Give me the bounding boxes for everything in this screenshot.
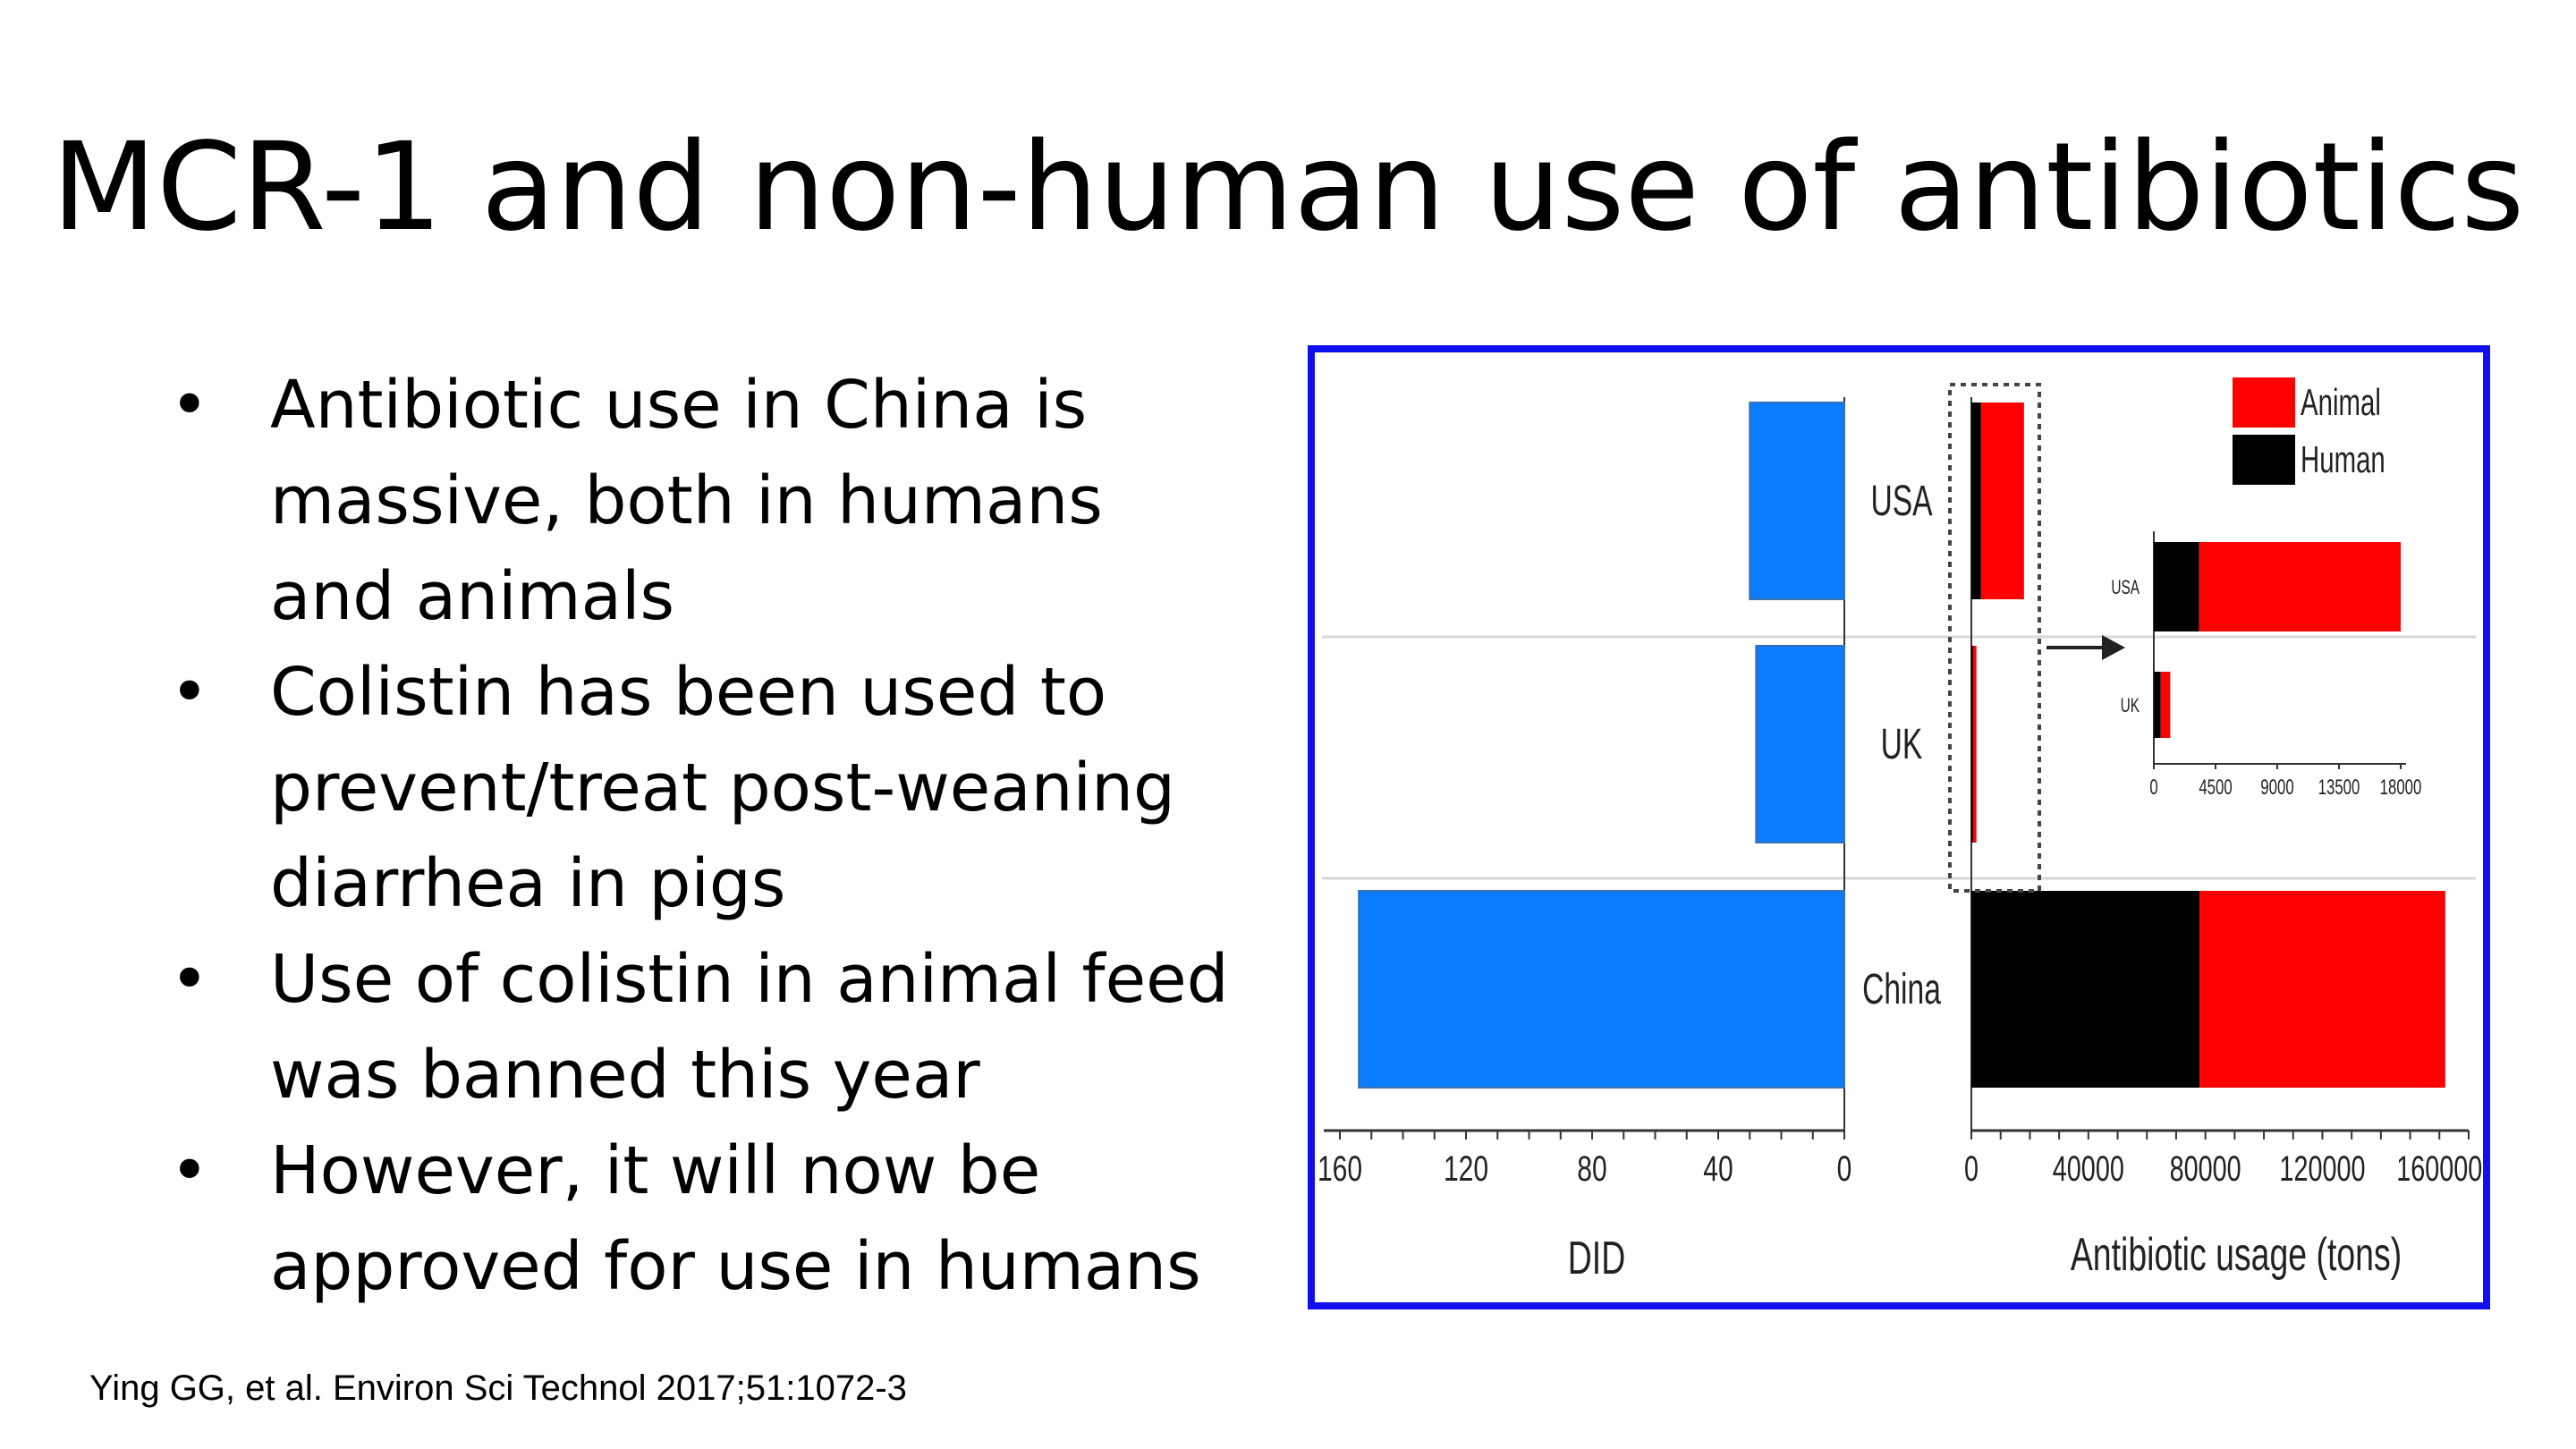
usage-bar-animal xyxy=(1972,646,1977,843)
inset-tick-label: 0 xyxy=(2149,775,2157,800)
did-bar xyxy=(1358,890,1845,1089)
bullet-dot: • xyxy=(170,654,209,731)
did-axis-label: DID xyxy=(1568,1232,1625,1284)
inset-tick-label: 13500 xyxy=(2318,775,2360,800)
did-tick-label: 40 xyxy=(1703,1149,1733,1189)
inset-bar-human xyxy=(2154,542,2199,631)
usage-tick-label: 40000 xyxy=(2053,1148,2124,1189)
usage-tick-label: 120000 xyxy=(2279,1148,2365,1189)
bullet-item: • However, it will now be approved for us… xyxy=(170,1123,1243,1315)
inset-category-label: USA xyxy=(2111,577,2140,598)
usage-tick-label: 160000 xyxy=(2396,1148,2482,1189)
usage-tick-label: 80000 xyxy=(2170,1148,2241,1189)
legend-swatch-animal xyxy=(2233,377,2295,428)
did-tick-label: 80 xyxy=(1577,1149,1606,1189)
did-bar xyxy=(1755,645,1845,843)
did-bar xyxy=(1749,402,1845,600)
usage-bar-human xyxy=(1971,402,1981,599)
inset-bar-animal xyxy=(2199,542,2401,631)
bullet-item: • Colistin has been used to prevent/treat… xyxy=(170,645,1243,932)
bullet-item: • Use of colistin in animal feed was bann… xyxy=(170,932,1243,1123)
inset-tick-label: 9000 xyxy=(2260,775,2293,800)
usage-axis-label: Antibiotic usage (tons) xyxy=(2071,1228,2402,1281)
usage-bar-human xyxy=(1971,891,2200,1088)
bullet-item: • Antibiotic use in China is massive, bot… xyxy=(170,358,1243,645)
category-label: USA xyxy=(1870,476,1932,524)
category-label: UK xyxy=(1881,719,1923,767)
usage-bar-animal xyxy=(1980,402,2024,599)
chart-figure: 160 120 80 40 0 DID USA UK China 0 40000 80000 12000… xyxy=(1308,345,2490,1309)
inset-bar-human xyxy=(2154,672,2161,738)
did-tick-label: 0 xyxy=(1837,1149,1852,1189)
did-tick-label: 160 xyxy=(1318,1149,1362,1189)
bullet-text: Antibiotic use in China is massive, both… xyxy=(270,367,1103,635)
bullet-text: Colistin has been used to prevent/treat … xyxy=(270,654,1175,922)
category-label: China xyxy=(1862,964,1942,1013)
bullet-text: Use of colistin in animal feed was banne… xyxy=(270,941,1229,1114)
slide-title: MCR-1 and non-human use of antibiotics xyxy=(51,117,2525,258)
legend-swatch-human xyxy=(2233,435,2295,485)
zoom-box xyxy=(1948,383,2041,893)
usage-bar-animal xyxy=(2199,891,2445,1088)
bullet-dot: • xyxy=(170,941,209,1018)
zoom-arrow-head xyxy=(2102,635,2125,660)
legend-label: Human xyxy=(2301,438,2385,481)
chart-svg: 160 120 80 40 0 DID USA UK China 0 40000 80000 12000… xyxy=(1318,377,2482,1284)
did-tick-label: 120 xyxy=(1444,1149,1488,1189)
inset-tick-label: 4500 xyxy=(2199,775,2232,800)
usage-tick-label: 0 xyxy=(1964,1148,1979,1189)
bullet-dot: • xyxy=(170,367,209,444)
citation: Ying GG, et al. Environ Sci Technol 2017… xyxy=(89,1368,907,1408)
legend-label: Animal xyxy=(2301,381,2381,424)
bullet-dot: • xyxy=(170,1132,209,1209)
inset-bar-animal xyxy=(2160,672,2171,738)
inset-tick-label: 18000 xyxy=(2380,775,2422,800)
bullet-list: • Antibiotic use in China is massive, bot… xyxy=(170,358,1243,1315)
bullet-text: However, it will now be approved for use… xyxy=(270,1132,1201,1305)
inset-category-label: UK xyxy=(2121,695,2140,716)
